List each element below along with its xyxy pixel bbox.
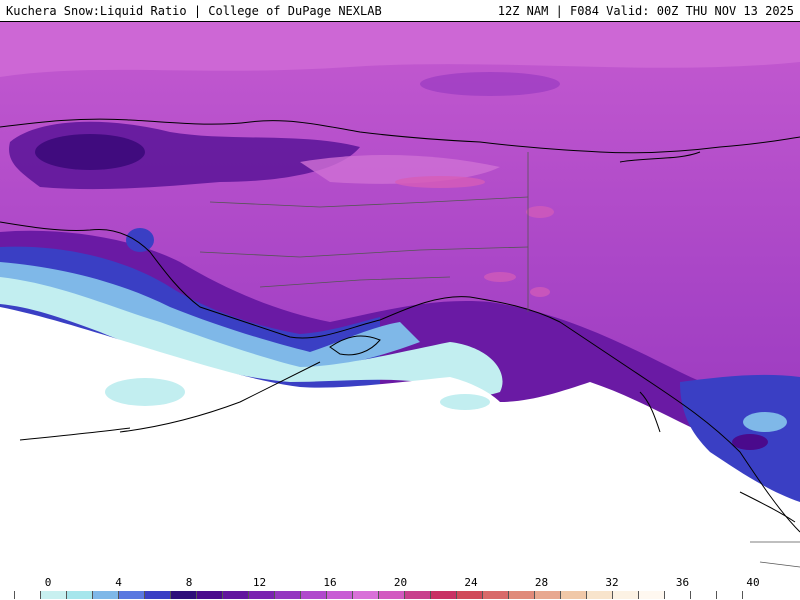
- field-inlet: [126, 228, 154, 252]
- interior-boundary: [209, 196, 529, 208]
- colorbar-swatch: [534, 591, 560, 599]
- colorbar-tick-label: 16: [323, 576, 337, 589]
- colorbar-swatch: [560, 591, 586, 599]
- colorbar-swatch: [352, 591, 378, 599]
- field-band-high: [0, 22, 800, 77]
- colorbar-swatch: [716, 591, 742, 599]
- colorbar-swatch: [482, 591, 508, 599]
- south-coastline: [0, 221, 800, 533]
- interior-boundary: [199, 246, 529, 258]
- colorbar-swatch: [40, 591, 66, 599]
- colorbar-swatch: [14, 591, 40, 599]
- colorbar-swatch: [170, 591, 196, 599]
- colorbar-swatch: [456, 591, 482, 599]
- field-se-light: [743, 412, 787, 432]
- interior-boundary: [259, 276, 451, 288]
- colorbar: 0 4 8 12 16 20 24 28 32 36 40: [0, 576, 800, 600]
- colorbar-swatch: [196, 591, 222, 599]
- header-bar: Kuchera Snow:Liquid Ratio | College of D…: [0, 0, 800, 22]
- field-cyan-shelf: [0, 277, 503, 397]
- field-blob: [420, 72, 560, 96]
- aleutian-chain: [119, 361, 321, 433]
- snow-ratio-field: [0, 22, 800, 576]
- bc-coast: [739, 491, 796, 523]
- colorbar-swatch: [326, 591, 352, 599]
- colorbar-tick-label: 8: [185, 576, 193, 589]
- coastlines: [0, 118, 800, 533]
- field-darkest-region: [35, 134, 145, 170]
- colorbar-swatches: [14, 591, 768, 599]
- north-coastline: [0, 118, 800, 154]
- map-title: Kuchera Snow:Liquid Ratio | College of D…: [6, 4, 382, 18]
- colorbar-swatch: [248, 591, 274, 599]
- political-borders: [199, 152, 800, 568]
- colorbar-swatch: [378, 591, 404, 599]
- colorbar-swatch: [430, 591, 456, 599]
- colorbar-swatch: [664, 591, 690, 599]
- arctic-islands: [619, 151, 701, 163]
- run-valid-time: 12Z NAM | F084 Valid: 00Z THU NOV 13 202…: [497, 4, 794, 18]
- field-se-dark: [732, 434, 768, 450]
- colorbar-tick-label: 0: [44, 576, 52, 589]
- colorbar-swatch: [274, 591, 300, 599]
- field-light-blue: [0, 262, 420, 370]
- field-pink-streak: [484, 272, 516, 282]
- colorbar-swatch: [690, 591, 716, 599]
- colorbar-swatch: [508, 591, 534, 599]
- colorbar-swatch: [742, 591, 768, 599]
- colorbar-swatch: [118, 591, 144, 599]
- field-cyan-patch: [440, 394, 490, 410]
- field-no-snow: [0, 307, 800, 576]
- aleutian-west: [19, 427, 131, 441]
- colorbar-swatch: [300, 591, 326, 599]
- kodiak-island: [329, 335, 381, 356]
- field-pink-streak: [530, 287, 550, 297]
- colorbar-swatch: [144, 591, 170, 599]
- field-pink-streak: [395, 176, 485, 188]
- colorbar-tick-label: 36: [675, 576, 690, 589]
- colorbar-swatch: [612, 591, 638, 599]
- colorbar-tick-label: 32: [605, 576, 619, 589]
- colorbar-swatch: [66, 591, 92, 599]
- colorbar-tick-label: 40: [746, 576, 760, 589]
- colorbar-swatch: [586, 591, 612, 599]
- colorbar-tick-label: 20: [393, 576, 408, 589]
- field-cyan-patch: [105, 378, 185, 406]
- field-pink-streak: [526, 206, 554, 218]
- colorbar-swatch: [404, 591, 430, 599]
- panhandle-islands: [639, 391, 661, 433]
- colorbar-swatch: [92, 591, 118, 599]
- lower-48-border: [750, 541, 800, 568]
- colorbar-swatch: [638, 591, 664, 599]
- colorbar-tick-label: 28: [534, 576, 549, 589]
- colorbar-swatch: [222, 591, 248, 599]
- colorbar-tick-label: 12: [252, 576, 267, 589]
- colorbar-tick-label: 24: [464, 576, 478, 589]
- colorbar-tick-label: 4: [115, 576, 122, 589]
- forecast-map: [0, 22, 800, 576]
